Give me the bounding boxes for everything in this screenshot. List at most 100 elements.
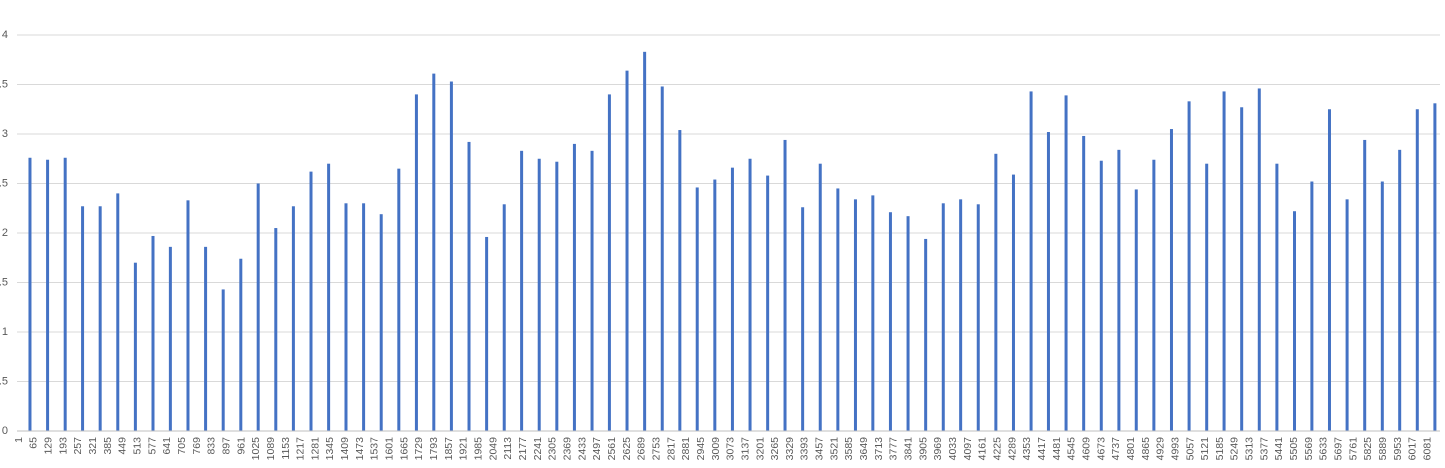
bar [730, 167, 734, 431]
bar [221, 289, 225, 431]
bar [888, 212, 892, 431]
x-tick-label: 3329 [784, 437, 796, 461]
bar [467, 141, 471, 432]
bar [607, 94, 611, 432]
bar [449, 81, 453, 431]
bar [555, 161, 559, 431]
x-tick-label: 4353 [1021, 437, 1033, 461]
y-tick-label: 4 [2, 29, 8, 41]
x-tick-label: 5633 [1318, 437, 1330, 461]
x-tick-label: 5121 [1199, 437, 1211, 461]
bar [924, 238, 928, 431]
x-tick-label: 3393 [799, 437, 811, 461]
x-tick-label: 3201 [754, 437, 766, 461]
bar [1117, 149, 1121, 431]
bar [713, 179, 717, 431]
bar [1380, 181, 1384, 431]
x-tick-label: 2305 [547, 437, 559, 461]
bar [291, 206, 295, 431]
bar [186, 200, 190, 431]
bar [1011, 174, 1015, 431]
bar [766, 175, 770, 431]
x-tick-label: 2817 [665, 437, 677, 461]
bar [239, 258, 243, 431]
x-tick-label: 5697 [1333, 437, 1345, 461]
bar [520, 150, 524, 431]
x-tick-label: 5761 [1347, 437, 1359, 461]
bar [168, 246, 172, 431]
bar [678, 130, 682, 432]
x-tick-label: 897 [220, 437, 232, 455]
y-tick-label: 2.5 [0, 177, 8, 189]
x-tick-label: 4481 [1051, 437, 1063, 461]
bar [1169, 129, 1173, 432]
x-tick-label: 2625 [621, 437, 633, 461]
bar [1398, 149, 1402, 431]
bar [660, 86, 664, 431]
x-tick-label: 1473 [354, 437, 366, 461]
x-tick-label: 3009 [710, 437, 722, 461]
bar [590, 150, 594, 431]
y-tick-label: 3 [2, 128, 8, 140]
bar [994, 153, 998, 432]
bar [1363, 139, 1367, 431]
bar [1275, 163, 1279, 431]
bar [81, 206, 85, 431]
bar [853, 199, 857, 431]
x-tick-label: 4161 [977, 437, 989, 461]
bar [1257, 88, 1261, 432]
x-tick-label: 2945 [695, 437, 707, 461]
bar [976, 204, 980, 431]
bar [1134, 189, 1138, 431]
bar [274, 228, 278, 431]
x-tick-label: 3777 [888, 437, 900, 461]
y-tick-label: 2 [2, 227, 8, 239]
x-tick-label: 1601 [384, 437, 396, 461]
bar [1222, 91, 1226, 432]
x-tick-label: 2689 [636, 437, 648, 461]
bar [818, 163, 822, 431]
bar [256, 183, 260, 431]
x-tick-label: 1153 [280, 437, 292, 460]
x-tick-label: 3713 [873, 437, 885, 461]
x-tick-label: 2177 [517, 437, 529, 461]
x-tick-label: 4609 [1080, 437, 1092, 461]
x-tick-label: 5569 [1303, 437, 1315, 461]
bar [151, 235, 155, 431]
x-tick-label: 2561 [606, 437, 618, 461]
bar [362, 203, 366, 431]
bar [116, 193, 120, 431]
x-tick-label: 5185 [1214, 437, 1226, 461]
bar [959, 199, 963, 431]
x-tick-label: 513 [131, 437, 143, 455]
bar [537, 158, 541, 431]
x-tick-label: 4737 [1110, 437, 1122, 461]
x-tick-label: 5825 [1362, 437, 1374, 461]
bar [133, 262, 137, 431]
bar [1099, 160, 1103, 432]
x-tick-label: 4929 [1155, 437, 1167, 461]
bar [801, 207, 805, 431]
x-tick-label: 1793 [428, 437, 440, 461]
x-tick-label: 2113 [502, 437, 514, 460]
y-tick-label: 0 [2, 425, 8, 437]
x-tick-label: 65 [28, 437, 40, 449]
bar [98, 206, 102, 431]
x-tick-label: 1985 [473, 437, 485, 461]
x-tick-label: 4801 [1125, 437, 1137, 461]
bar [1187, 101, 1191, 431]
bar [309, 171, 313, 431]
x-tick-label: 6081 [1422, 437, 1434, 461]
bar [1064, 95, 1068, 431]
x-tick-label: 4225 [991, 437, 1003, 461]
bar [63, 157, 67, 431]
x-tick-label: 4033 [947, 437, 959, 461]
bar [1293, 211, 1297, 431]
x-tick-label: 385 [102, 437, 114, 455]
x-tick-label: 1089 [265, 437, 277, 461]
x-tick-label: 5377 [1258, 437, 1270, 461]
bar [1310, 181, 1314, 431]
bar [748, 158, 752, 431]
bar [572, 143, 576, 431]
x-tick-label: 129 [43, 437, 55, 455]
